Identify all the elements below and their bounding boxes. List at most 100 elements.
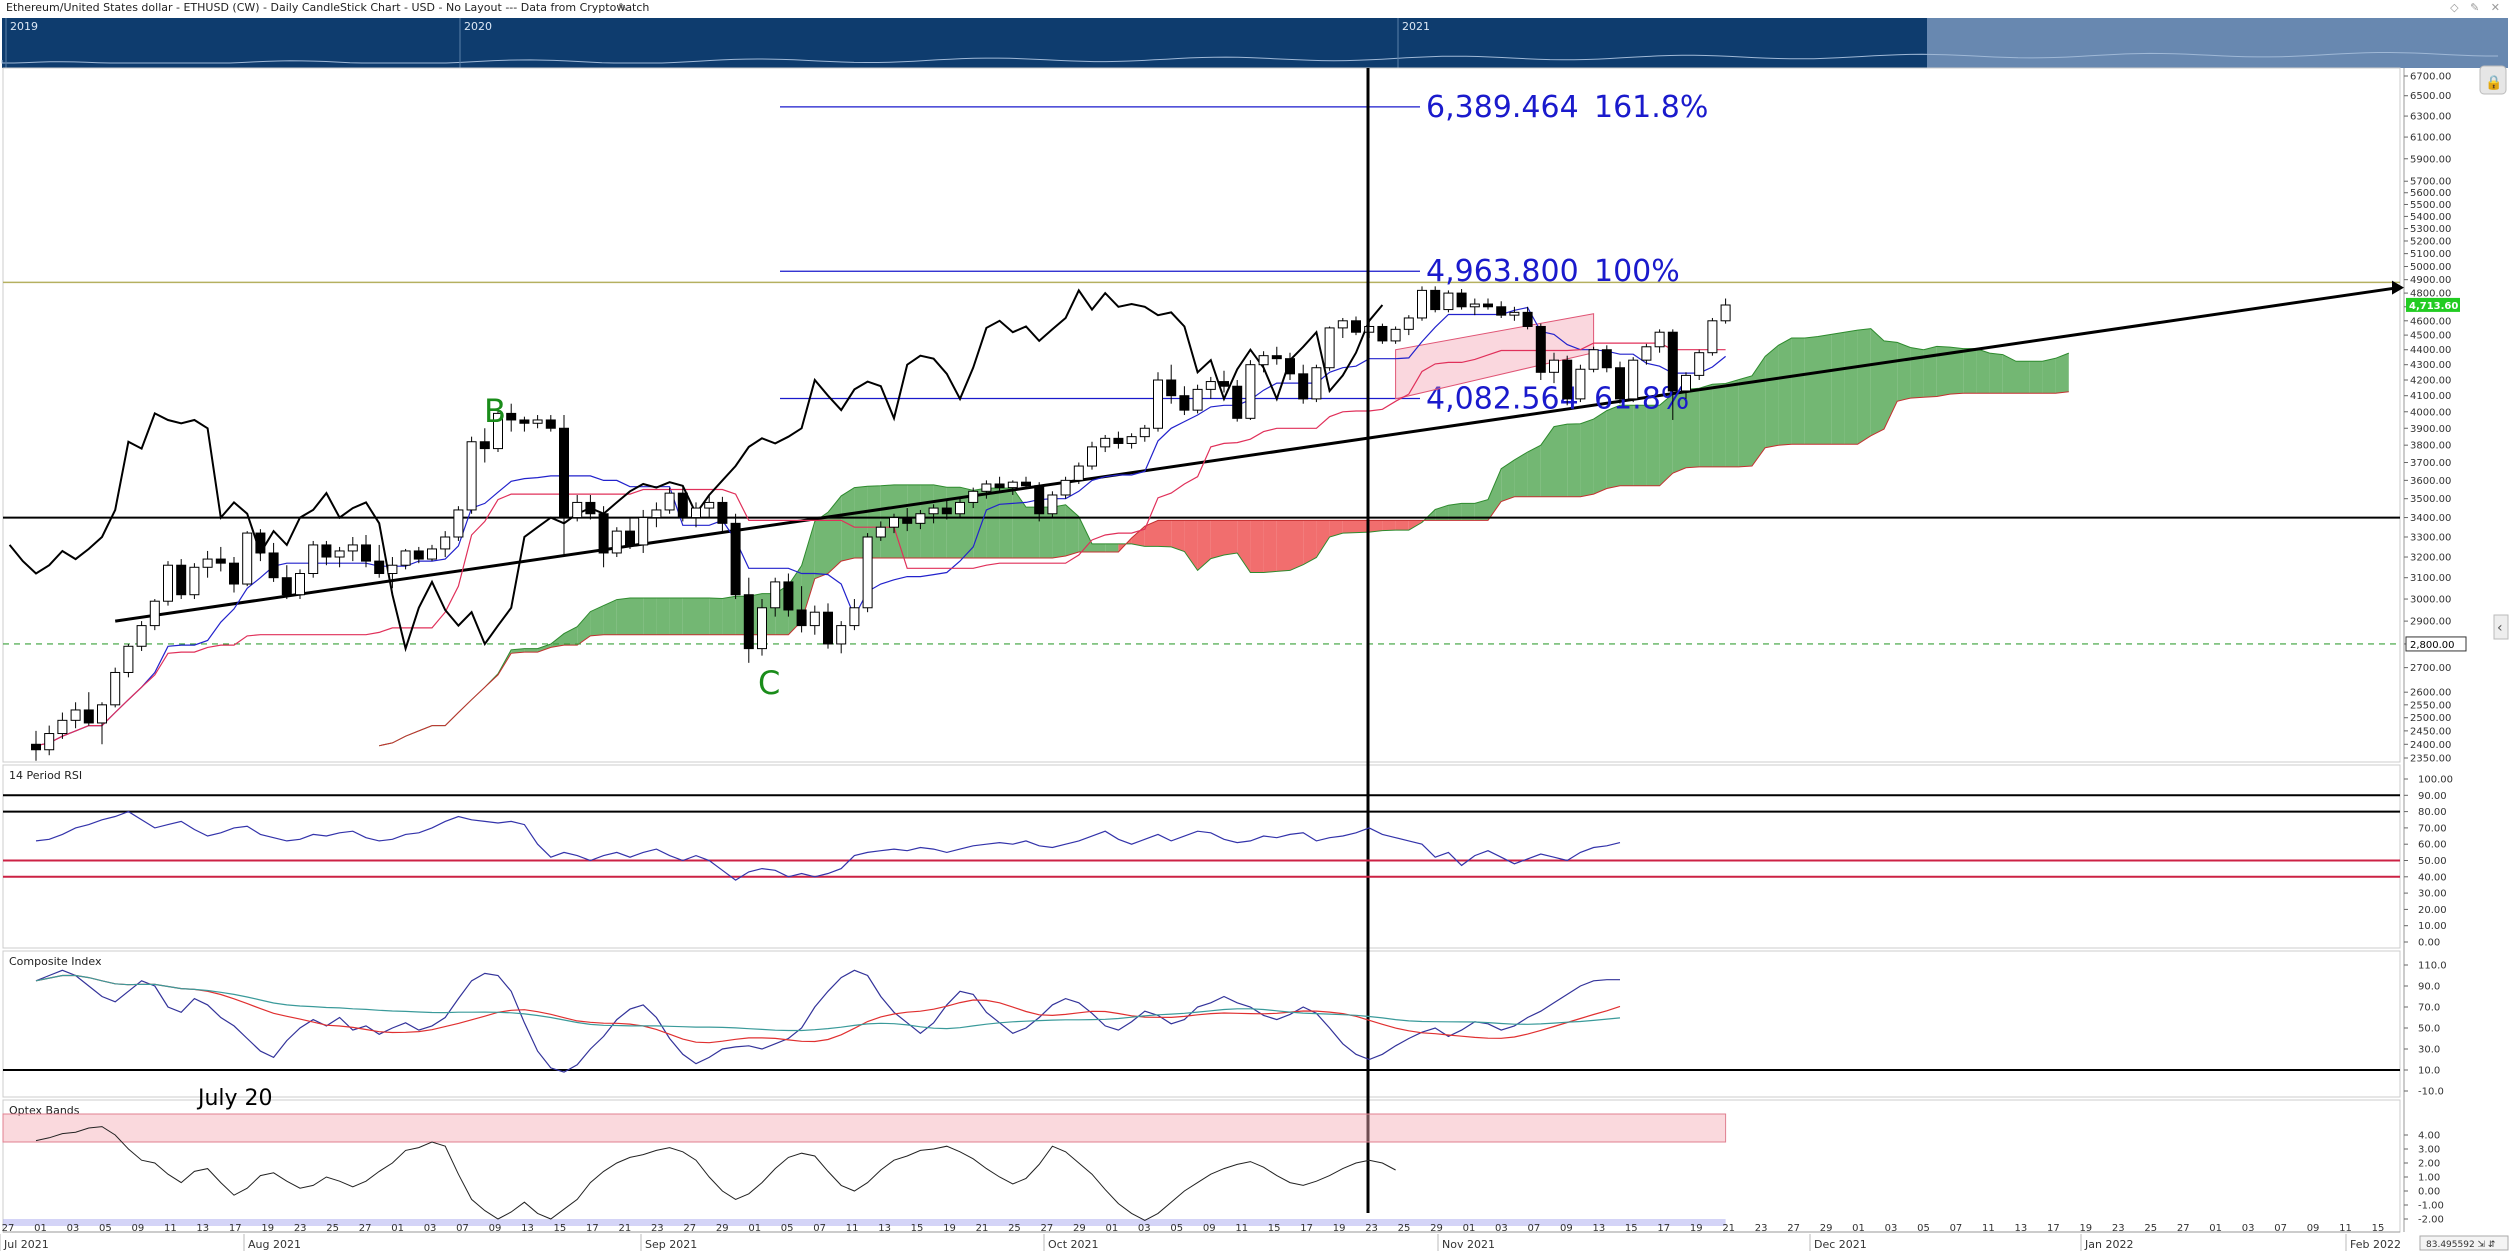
candle — [585, 494, 596, 520]
candle-body — [1641, 346, 1652, 361]
price-tick-label: 2900.00 — [2410, 617, 2451, 628]
candle — [1601, 345, 1612, 373]
candle-body — [1549, 359, 1559, 373]
price-tick-label: 4800.00 — [2410, 289, 2451, 300]
date-tick-label: 03 — [1885, 1223, 1898, 1234]
candle — [638, 509, 649, 553]
cloud-segment — [2029, 361, 2043, 394]
candle-body — [1271, 355, 1282, 360]
candle — [97, 702, 107, 745]
candle-body — [836, 625, 847, 645]
candle — [902, 508, 913, 532]
tick-label: 90.0 — [2418, 982, 2440, 993]
price-tick-label: 5100.00 — [2410, 249, 2451, 260]
candle-body — [176, 564, 187, 596]
candle-body — [1430, 289, 1441, 311]
date-tick-label: 25 — [326, 1223, 339, 1234]
cloud-segment — [1659, 394, 1673, 486]
candle — [1483, 298, 1493, 310]
navigator-year-label: 2021 — [1402, 20, 1430, 33]
navigator-background — [2, 18, 1927, 68]
candle — [889, 513, 899, 534]
cloud-segment — [973, 488, 987, 559]
candle-body — [651, 509, 662, 519]
candle-body — [598, 513, 609, 554]
candle — [123, 643, 134, 678]
date-tick-label: 05 — [781, 1223, 794, 1234]
cloud-segment — [643, 597, 657, 635]
date-tick-label: 01 — [1852, 1223, 1865, 1234]
candle-body — [1694, 352, 1705, 376]
candle-body — [1522, 311, 1533, 327]
panel-frame — [2, 764, 2401, 949]
candle — [519, 416, 530, 432]
date-tick-label: 17 — [1300, 1223, 1313, 1234]
candle — [1298, 364, 1309, 404]
trendline-arrowhead — [2392, 280, 2404, 295]
candle — [968, 487, 979, 509]
price-tick-label: 5300.00 — [2410, 224, 2451, 235]
candle — [1562, 355, 1573, 406]
candle — [572, 494, 583, 522]
candle-body — [1219, 381, 1229, 387]
candle-body — [189, 566, 200, 596]
candle — [1126, 433, 1137, 449]
candle — [809, 605, 820, 635]
candle — [796, 586, 807, 633]
candle — [1403, 315, 1414, 336]
date-tick-label: 19 — [261, 1223, 274, 1234]
date-tick-label: 17 — [586, 1223, 599, 1234]
candle-body — [1087, 446, 1097, 467]
candle — [1100, 434, 1111, 453]
date-tick-label: 15 — [2372, 1223, 2385, 1234]
date-tick-label: 19 — [1690, 1223, 1703, 1234]
cloud-segment — [986, 488, 1000, 559]
candle — [1628, 357, 1639, 403]
cloud-segment — [1237, 520, 1251, 573]
cloud-segment — [1303, 520, 1317, 565]
cloud-segment — [630, 597, 644, 635]
candle-body — [1654, 331, 1665, 348]
date-tick-label: 05 — [1170, 1223, 1183, 1234]
price-tick-label: 5700.00 — [2410, 177, 2451, 188]
cloud-segment — [1514, 452, 1528, 497]
edit-title-icon[interactable]: ✎ — [618, 1, 628, 14]
date-tick-label: 03 — [424, 1223, 437, 1234]
candle-body — [31, 743, 41, 751]
price-tick-label: 3100.00 — [2410, 573, 2451, 584]
date-tick-label: 15 — [1268, 1223, 1281, 1234]
candle — [1034, 482, 1045, 522]
date-tick-label: 07 — [1528, 1223, 1541, 1234]
zoom-readout: 83.495592 ⇲ ⇵ — [2426, 1240, 2496, 1250]
candle — [1417, 286, 1427, 321]
price-tick-label: 2700.00 — [2410, 663, 2451, 674]
window-controls-icon[interactable]: ◇ ✎ ✕ — [2450, 1, 2504, 14]
tick-label: 3.00 — [2418, 1145, 2440, 1156]
tick-label: 2.00 — [2418, 1159, 2440, 1170]
tick-label: 30.0 — [2418, 1045, 2440, 1056]
candle-body — [1232, 385, 1243, 419]
tick-label: 40.00 — [2418, 872, 2447, 883]
candle — [506, 403, 517, 432]
cloud-segment — [669, 597, 683, 635]
senkou-span-b — [379, 391, 2069, 747]
panel-frame — [2, 1099, 2401, 1233]
candle-body — [1417, 289, 1427, 319]
month-label: Dec 2021 — [1814, 1238, 1867, 1251]
candle — [1390, 326, 1401, 344]
candle-body — [387, 564, 398, 575]
candle — [1232, 380, 1243, 422]
cloud-segment — [1263, 520, 1277, 573]
price-tick-label: 5200.00 — [2410, 236, 2451, 247]
date-tick-label: 19 — [2079, 1223, 2092, 1234]
cloud-segment — [590, 605, 604, 636]
cloud-segment — [1342, 520, 1356, 534]
candle — [83, 692, 94, 726]
candle — [717, 496, 728, 534]
candle-body — [1707, 320, 1718, 354]
cloud-segment — [894, 484, 908, 559]
navigator-strip: 2019 2020 2021 — [1, 18, 2508, 68]
month-label: Sep 2021 — [645, 1238, 697, 1251]
candles — [31, 286, 1731, 761]
